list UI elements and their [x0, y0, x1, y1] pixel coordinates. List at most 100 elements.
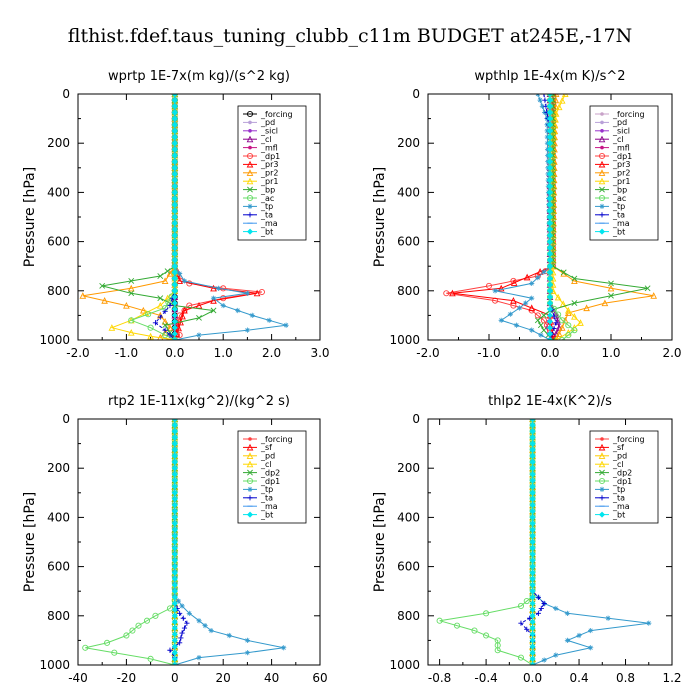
series-point [541, 269, 547, 275]
series-point [152, 320, 159, 326]
legend-label: _ta [612, 211, 625, 220]
legend-label: _pd [612, 118, 627, 127]
series-point [162, 308, 168, 314]
series-point [529, 452, 536, 459]
series-point [542, 97, 548, 103]
legend-label: _ma [260, 502, 278, 511]
legend-marker [600, 145, 604, 150]
series-point [529, 637, 536, 644]
series-point [571, 300, 578, 307]
y-tick-label: 0 [62, 412, 70, 426]
series-point [164, 294, 171, 302]
series-point [171, 520, 178, 527]
series-line [439, 419, 534, 665]
series-point [171, 446, 178, 453]
series-point [546, 281, 554, 288]
series-point [529, 440, 536, 447]
series-point [523, 273, 531, 281]
series-point [171, 287, 178, 294]
y-tick-label: 0 [412, 412, 420, 426]
series-point [171, 115, 178, 122]
series-point [550, 94, 556, 97]
series-point [171, 232, 178, 239]
series-point [171, 649, 178, 656]
series-point [171, 465, 178, 472]
series-point [541, 94, 547, 97]
series-point [171, 606, 178, 613]
legend-label: _mfl [260, 143, 278, 152]
x-tick-label: -1.0 [115, 346, 138, 360]
series-line [102, 94, 216, 340]
legend-label: _pr2 [260, 169, 278, 178]
series-point [101, 297, 108, 304]
series-point [546, 115, 554, 122]
series-point [534, 317, 541, 324]
legend-label: _tp [612, 202, 625, 211]
series-point [171, 661, 178, 665]
series-line [169, 419, 188, 665]
series-point [529, 327, 535, 333]
series-point [529, 520, 536, 527]
series-point [171, 594, 178, 601]
plot-frame [427, 418, 673, 666]
series-point [171, 195, 178, 202]
legend-label: _bt [612, 227, 625, 236]
series-point [171, 440, 178, 447]
series-point [529, 483, 536, 490]
legend-marker [599, 203, 605, 209]
series-point [529, 557, 536, 564]
chart-panel-2: wpthlp 1E-4x(m K)/s^2 Pressure [hPa] -2.0 -… [372, 69, 682, 360]
series-point [551, 325, 557, 332]
series-point [157, 273, 164, 279]
series-point [443, 290, 450, 297]
series-point [538, 605, 544, 612]
legend-label: _pr1 [260, 177, 278, 186]
series-point [529, 582, 536, 589]
legend-label: _mfl [612, 143, 630, 152]
series-point [558, 324, 566, 331]
series-point [161, 277, 169, 285]
series-point [171, 220, 178, 227]
series-point [529, 465, 536, 472]
legend-marker [246, 511, 254, 518]
y-tick-label: 600 [397, 235, 420, 249]
series-point [553, 652, 559, 658]
x-tick-label: 0.0 [165, 346, 184, 360]
x-tick-label: -40 [68, 671, 88, 685]
legend-label: _pd [260, 118, 275, 127]
series-point [529, 459, 536, 466]
series-line [174, 94, 287, 340]
series-point [244, 637, 250, 643]
legend-label: _tp [260, 485, 273, 494]
series-point [171, 575, 178, 582]
x-tick-label: -2.0 [66, 346, 89, 360]
y-tick-label: 600 [47, 235, 70, 249]
y-axis-label: Pressure [hPa] [372, 167, 388, 267]
series-line [82, 94, 176, 340]
series-point [524, 626, 530, 632]
series-point [553, 605, 559, 612]
series-point [546, 201, 554, 208]
series-point [147, 655, 154, 662]
series-point [127, 329, 135, 336]
series-point [546, 300, 554, 307]
y-tick-label: 800 [47, 284, 70, 298]
series-point [529, 551, 536, 558]
series-point [565, 322, 572, 329]
series-point [529, 422, 536, 429]
series-point [171, 134, 178, 141]
legend-marker [247, 486, 253, 492]
series-point [529, 594, 536, 601]
series-point [171, 146, 178, 153]
series-point [171, 226, 178, 233]
series-point [529, 434, 536, 441]
series-point [483, 610, 490, 617]
legend-label: _ma [612, 219, 630, 228]
series-point [529, 612, 536, 619]
series-point [171, 158, 178, 165]
series-point [186, 302, 193, 309]
legend-label: _forcing [260, 435, 293, 444]
series-point [541, 657, 547, 663]
series-point [171, 97, 178, 104]
series-point [546, 183, 554, 190]
